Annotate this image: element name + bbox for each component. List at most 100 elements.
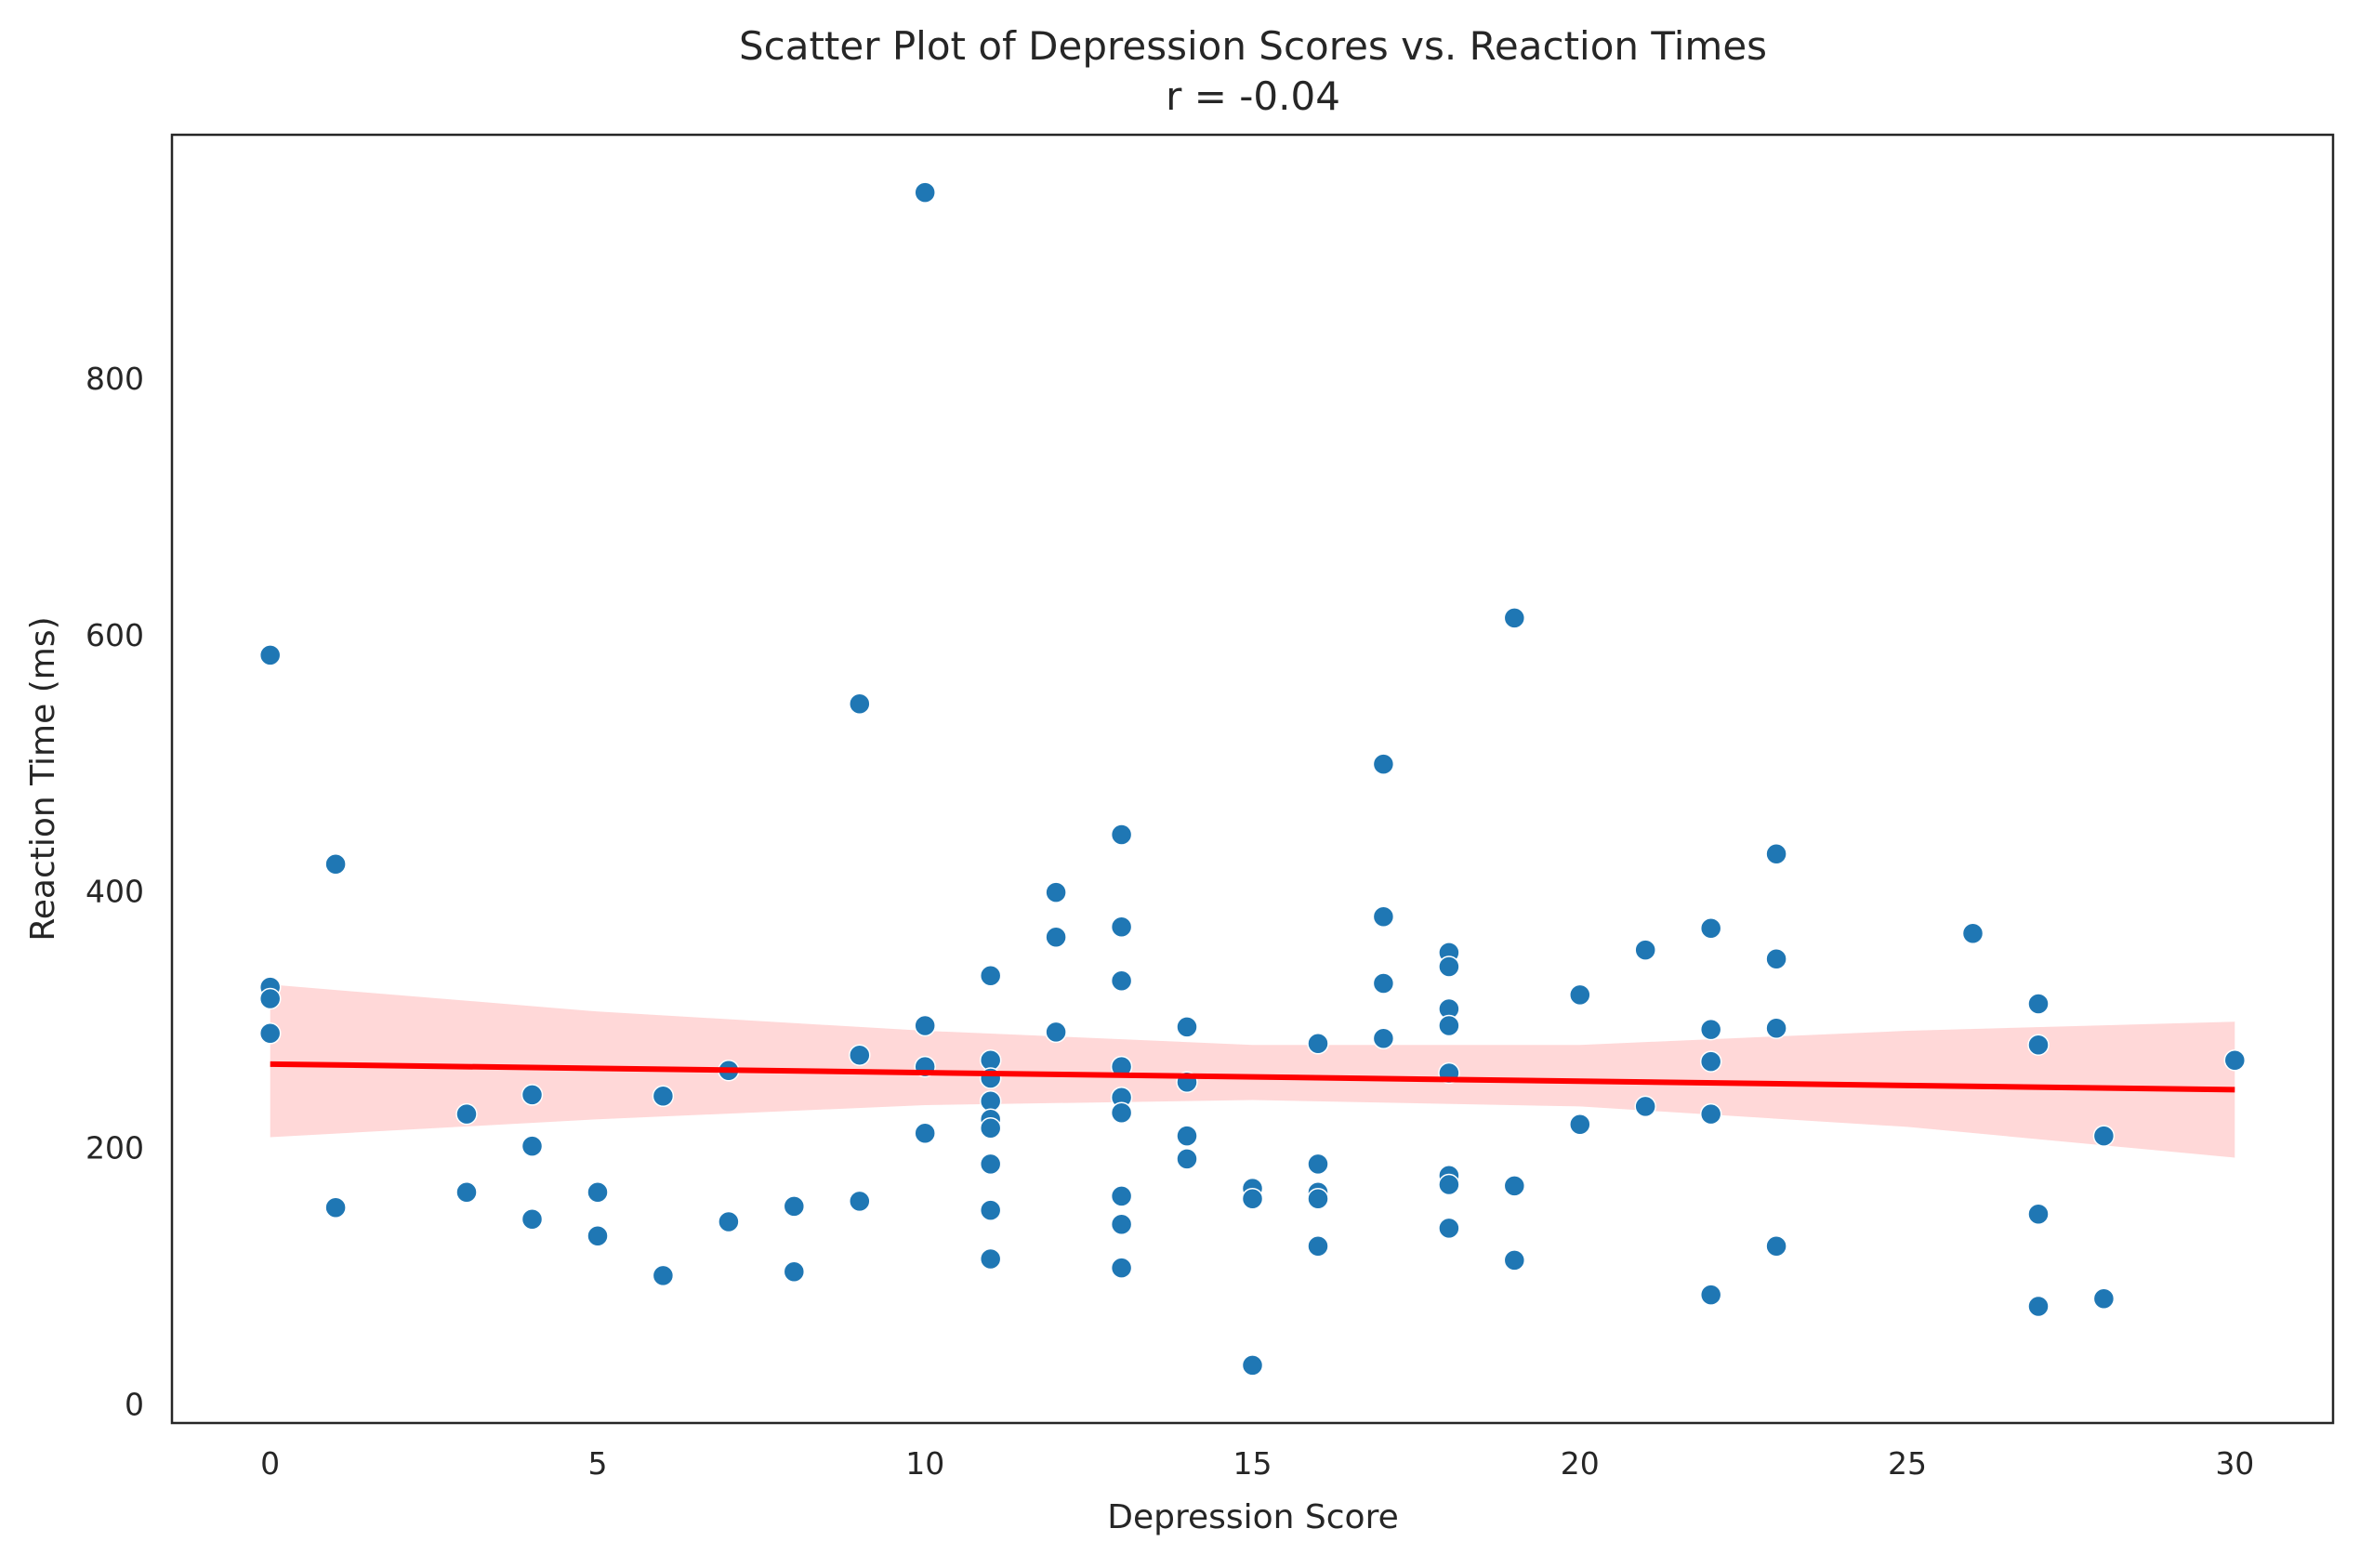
data-point — [1699, 1284, 1722, 1306]
data-point — [324, 852, 347, 876]
data-point — [1110, 1101, 1133, 1125]
x-tick-label: 15 — [1233, 1445, 1272, 1482]
data-point — [849, 1190, 871, 1213]
data-point — [1176, 1016, 1198, 1038]
data-point — [1110, 1213, 1133, 1235]
data-point — [1569, 1113, 1591, 1136]
data-point — [1765, 948, 1787, 970]
data-point — [1503, 1249, 1526, 1272]
data-point — [1241, 1187, 1264, 1210]
data-point — [521, 1084, 544, 1106]
data-point — [1307, 1234, 1329, 1258]
data-point — [979, 1199, 1002, 1221]
data-point — [979, 964, 1002, 987]
data-point — [914, 1014, 936, 1037]
data-point — [1110, 1185, 1133, 1207]
data-point — [1110, 824, 1133, 846]
data-point — [1569, 983, 1591, 1007]
data-point — [1372, 1027, 1395, 1050]
data-point — [2027, 1034, 2050, 1056]
data-point — [1438, 955, 1460, 978]
data-point — [1372, 753, 1395, 775]
data-point — [652, 1085, 675, 1108]
data-point — [1045, 1021, 1067, 1044]
data-point — [849, 692, 871, 716]
x-axis-label: Depression Score — [1107, 1498, 1399, 1536]
data-point — [521, 1135, 544, 1157]
data-point — [652, 1264, 675, 1287]
data-point — [2027, 1295, 2050, 1318]
y-axis-ticks: 0 200 400 600 800 — [86, 361, 144, 1422]
data-point — [258, 1022, 282, 1045]
data-point — [1765, 1017, 1787, 1039]
data-point — [1503, 1175, 1526, 1197]
data-point — [979, 1153, 1002, 1176]
data-point — [914, 181, 936, 204]
data-point — [2092, 1125, 2116, 1147]
x-axis-ticks: 0 5 10 15 20 25 30 — [260, 1445, 2254, 1482]
data-point — [1110, 1257, 1133, 1279]
data-point — [2027, 993, 2050, 1015]
confidence-band — [270, 984, 2235, 1158]
data-point — [1634, 1095, 1656, 1118]
data-point — [1699, 916, 1722, 940]
data-point — [1045, 881, 1067, 903]
data-point — [1438, 1173, 1460, 1196]
data-point — [849, 1044, 871, 1066]
data-point — [587, 1181, 609, 1204]
data-point — [1765, 1234, 1787, 1258]
data-point — [979, 1247, 1002, 1271]
y-tick-label: 400 — [86, 874, 144, 910]
data-points-layer — [258, 181, 2247, 1377]
data-point — [2092, 1287, 2116, 1310]
data-point — [1699, 1018, 1722, 1041]
data-point — [783, 1260, 806, 1284]
x-tick-label: 10 — [905, 1445, 944, 1482]
data-point — [521, 1207, 544, 1231]
data-point — [1372, 972, 1395, 995]
x-tick-label: 5 — [587, 1445, 607, 1482]
data-point — [2223, 1048, 2247, 1072]
data-point — [1961, 922, 1984, 944]
x-tick-label: 25 — [1888, 1445, 1927, 1482]
data-point — [587, 1224, 609, 1247]
data-point — [1765, 842, 1787, 865]
data-point — [2027, 1203, 2050, 1225]
y-tick-label: 200 — [86, 1129, 144, 1166]
data-point — [1699, 1102, 1722, 1126]
data-point — [1372, 905, 1395, 929]
data-point — [1503, 607, 1526, 629]
plot-area-frame — [170, 133, 2335, 1425]
data-point — [324, 1196, 347, 1219]
data-point — [1045, 926, 1067, 949]
data-point — [1634, 939, 1656, 961]
data-point — [455, 1102, 478, 1126]
data-point — [1241, 1354, 1264, 1377]
confidence-band-layer — [270, 984, 2235, 1158]
data-point — [1438, 1217, 1460, 1240]
regression-line — [270, 1061, 2235, 1093]
data-point — [914, 1122, 936, 1145]
data-point — [1110, 916, 1133, 939]
data-point — [258, 644, 282, 666]
data-point — [1176, 1148, 1198, 1170]
y-tick-label: 0 — [125, 1386, 144, 1422]
data-point — [1699, 1050, 1722, 1073]
data-point — [718, 1210, 740, 1233]
data-point — [1176, 1125, 1198, 1147]
y-tick-label: 600 — [86, 617, 144, 653]
x-tick-label: 20 — [1561, 1445, 1600, 1482]
data-point — [1307, 1187, 1329, 1210]
y-tick-label: 800 — [86, 361, 144, 397]
data-point — [1438, 1014, 1460, 1037]
data-point — [258, 987, 282, 1010]
data-point — [455, 1181, 478, 1204]
regression-line-layer — [270, 1061, 2235, 1093]
data-point — [1110, 969, 1133, 992]
x-tick-label: 0 — [260, 1445, 280, 1482]
chart-title: Scatter Plot of Depression Scores vs. Re… — [739, 23, 1767, 69]
data-point — [979, 1117, 1002, 1140]
y-axis-label: Reaction Time (ms) — [24, 616, 62, 941]
